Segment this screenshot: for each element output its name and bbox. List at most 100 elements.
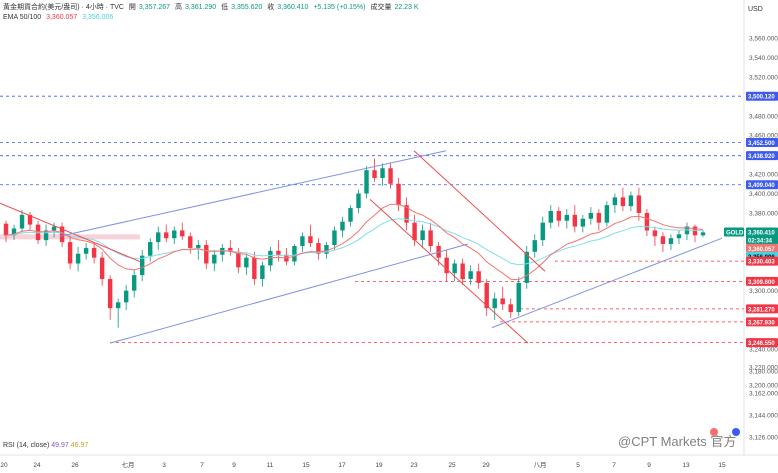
candle-body xyxy=(67,242,73,264)
x-tick-label: 11 xyxy=(267,462,274,469)
candle-body xyxy=(484,282,489,309)
price-tag xyxy=(746,227,778,237)
x-tick-label: 20 xyxy=(0,462,8,469)
candle-body xyxy=(428,230,433,246)
candle-body xyxy=(396,183,401,206)
candle-body xyxy=(556,210,561,221)
candle-body xyxy=(19,214,25,229)
candle-body xyxy=(700,232,706,236)
ema50-line xyxy=(5,203,704,281)
price-tag xyxy=(746,276,778,286)
candle-body xyxy=(516,282,521,313)
candle-body xyxy=(676,234,682,239)
chart-header: 黃金期貨合約(美元/盎司) · 4小時 · TVC 開 3,357.267 高 3,… xyxy=(3,3,422,23)
price-tag-label: 02:34:34 xyxy=(748,238,773,244)
x-tick-label: 24 xyxy=(33,462,41,469)
y-tick-label: 3,300.000 xyxy=(749,288,778,295)
candle-body xyxy=(51,226,57,231)
candle-body xyxy=(131,275,137,291)
y-tick-label: 3,480.000 xyxy=(749,113,778,120)
candle-body xyxy=(204,245,209,264)
candle-body xyxy=(316,243,321,254)
price-tag xyxy=(746,137,778,147)
price-tag-label: 3,281.270 xyxy=(748,307,775,313)
candle-body xyxy=(356,193,361,209)
x-tick-label: 25 xyxy=(448,462,456,469)
y-tick-label: 3,240.000 xyxy=(749,347,778,354)
channel-lower-line xyxy=(109,243,469,344)
y-tick-label: 3,540.000 xyxy=(749,55,778,62)
candle-body xyxy=(99,257,105,280)
price-tag xyxy=(746,243,778,253)
candle-body xyxy=(196,245,201,248)
candle-body xyxy=(412,222,417,241)
y-tick-label: 3,460.000 xyxy=(749,133,778,140)
event-flag-icon xyxy=(710,428,718,436)
price-tag xyxy=(746,317,778,327)
candle-body xyxy=(548,210,553,223)
candle-body xyxy=(404,205,409,223)
candle-body xyxy=(212,254,217,264)
y-tick-label: 3,380.000 xyxy=(749,210,778,217)
down-channel-upper-line xyxy=(413,150,546,272)
price-tag-label: GOLD xyxy=(726,230,744,236)
candle-body xyxy=(644,212,650,231)
y-tick-label: 3,220.000 xyxy=(749,365,778,372)
support-trend-line xyxy=(491,237,723,329)
candle-body xyxy=(620,197,626,207)
candle-body xyxy=(572,214,578,227)
x-tick-label: 13 xyxy=(682,462,690,469)
candle-body xyxy=(508,304,513,313)
y-tick-label: 3,420.000 xyxy=(749,172,778,179)
candle-body xyxy=(35,224,41,241)
candle-body xyxy=(612,197,618,206)
x-tick-label: 29 xyxy=(482,462,490,469)
candle-body xyxy=(83,247,89,254)
candle-body xyxy=(91,247,97,258)
y-tick-label: 3,400.000 xyxy=(749,191,778,198)
close-value: 3,360.410 xyxy=(277,4,309,11)
price-tag-label: 3,309.600 xyxy=(748,280,775,286)
candle-body xyxy=(588,212,594,219)
candle-body xyxy=(308,236,313,244)
x-tick-label: 3 xyxy=(162,462,166,469)
currency-label: USD xyxy=(748,6,763,13)
candle-body xyxy=(660,236,666,245)
high-label: 高 xyxy=(175,4,183,11)
event-flag-icon xyxy=(732,428,740,436)
price-tag-label: 3,438.920 xyxy=(748,154,775,160)
candle-body xyxy=(11,228,17,236)
candle-body xyxy=(668,238,674,245)
candle-body xyxy=(180,230,185,237)
candle-body xyxy=(468,271,473,280)
candle-body xyxy=(684,226,690,235)
y-tick-label: 3,560.000 xyxy=(749,36,778,43)
x-tick-label: 15 xyxy=(302,462,310,469)
volume-label: 成交量 xyxy=(370,4,392,11)
candle-body xyxy=(27,214,33,225)
x-tick-label: 17 xyxy=(338,462,346,469)
candle-body xyxy=(332,230,337,246)
candle-body xyxy=(252,257,257,280)
close-label: 收 xyxy=(267,4,275,11)
candle-body xyxy=(276,250,281,255)
candle-body xyxy=(652,230,658,237)
price-tag-label: 3,246.550 xyxy=(748,341,775,347)
candle-body xyxy=(172,230,177,239)
price-tag xyxy=(746,338,778,348)
price-tag-label: 3,452.500 xyxy=(748,141,775,147)
candle-body xyxy=(75,253,81,264)
price-tag-label: 3,267.930 xyxy=(748,320,775,326)
ema100-value: 3,356.006 xyxy=(82,14,114,21)
price-tag xyxy=(746,180,778,190)
candle-body xyxy=(364,170,369,194)
x-tick-label: 15 xyxy=(718,462,726,469)
candle-body xyxy=(348,208,353,222)
candle-body xyxy=(580,218,586,227)
candle-body xyxy=(107,279,113,309)
candle-body xyxy=(380,168,385,178)
y-tick-label: 3,180.000 xyxy=(749,369,778,376)
candle-body xyxy=(692,226,698,236)
